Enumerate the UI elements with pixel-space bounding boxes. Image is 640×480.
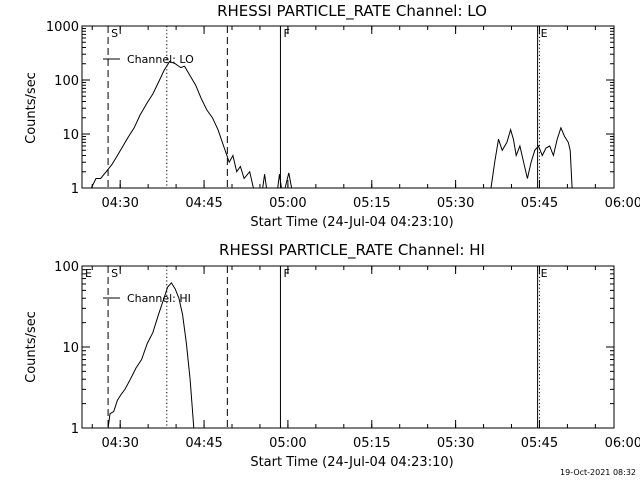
chart-title-lo: RHESSI PARTICLE_RATE Channel: LO <box>217 2 487 21</box>
plot-frame-hi <box>81 265 615 429</box>
chart-title-hi: RHESSI PARTICLE_RATE Channel: HI <box>219 241 485 260</box>
x-tick-label: 06:00 <box>605 436 640 451</box>
y-tick-label: 10 <box>62 341 79 356</box>
x-tick-label: 05:15 <box>353 196 390 211</box>
y-tick-label: 100 <box>54 260 79 275</box>
marker-label-s: S <box>111 267 118 280</box>
y-tick-label: 1000 <box>46 20 79 35</box>
y-tick-label: 100 <box>54 74 79 89</box>
series-line-hi <box>107 281 195 429</box>
marker-label-f: F <box>283 267 289 280</box>
x-tick-label: 05:00 <box>269 196 306 211</box>
marker-label-f: F <box>283 27 289 40</box>
marker-label-e: E <box>85 267 92 280</box>
y-tick-label: 1 <box>71 182 79 197</box>
marker-label-e: E <box>541 27 548 40</box>
series-line-lo <box>277 174 282 189</box>
panel-lo: RHESSI PARTICLE_RATE Channel: LO Start T… <box>24 2 640 230</box>
x-tick-label: 05:15 <box>353 436 390 451</box>
legend-label-hi: Channel: HI <box>127 292 191 305</box>
x-tick-label: 04:45 <box>185 196 222 211</box>
x-tick-label: 05:30 <box>437 436 474 451</box>
legend-hi: Channel: HI <box>103 292 191 305</box>
series-line-lo <box>262 174 267 189</box>
legend-label-lo: Channel: LO <box>127 53 194 66</box>
x-tick-label: 04:30 <box>101 196 138 211</box>
footer-timestamp: 19-Oct-2021 08:32 <box>560 468 636 477</box>
x-tick-label: 05:45 <box>521 196 558 211</box>
x-tick-label: 05:30 <box>437 196 474 211</box>
y-axis-label-lo: Counts/sec <box>24 72 39 144</box>
panel-hi: RHESSI PARTICLE_RATE Channel: HI Start T… <box>24 241 640 470</box>
x-tick-label: 06:00 <box>605 196 640 211</box>
x-tick-label: 05:45 <box>521 436 558 451</box>
series-line-lo <box>284 172 293 189</box>
legend-lo: Channel: LO <box>103 53 194 66</box>
marker-label-e: E <box>541 267 548 280</box>
series-line-lo <box>490 126 573 189</box>
x-tick-label: 05:00 <box>269 436 306 451</box>
x-tick-label: 04:45 <box>185 436 222 451</box>
y-axis-label-hi: Counts/sec <box>24 311 39 383</box>
y-tick-label: 10 <box>62 128 79 143</box>
y-tick-label: 1 <box>71 422 79 437</box>
x-axis-label-lo: Start Time (24-Jul-04 04:23:10) <box>250 215 453 230</box>
plot-frame-lo <box>81 25 615 189</box>
marker-label-s: S <box>111 27 118 40</box>
series-line-lo <box>90 60 254 189</box>
x-tick-label: 04:30 <box>101 436 138 451</box>
x-axis-label-hi: Start Time (24-Jul-04 04:23:10) <box>250 455 453 470</box>
